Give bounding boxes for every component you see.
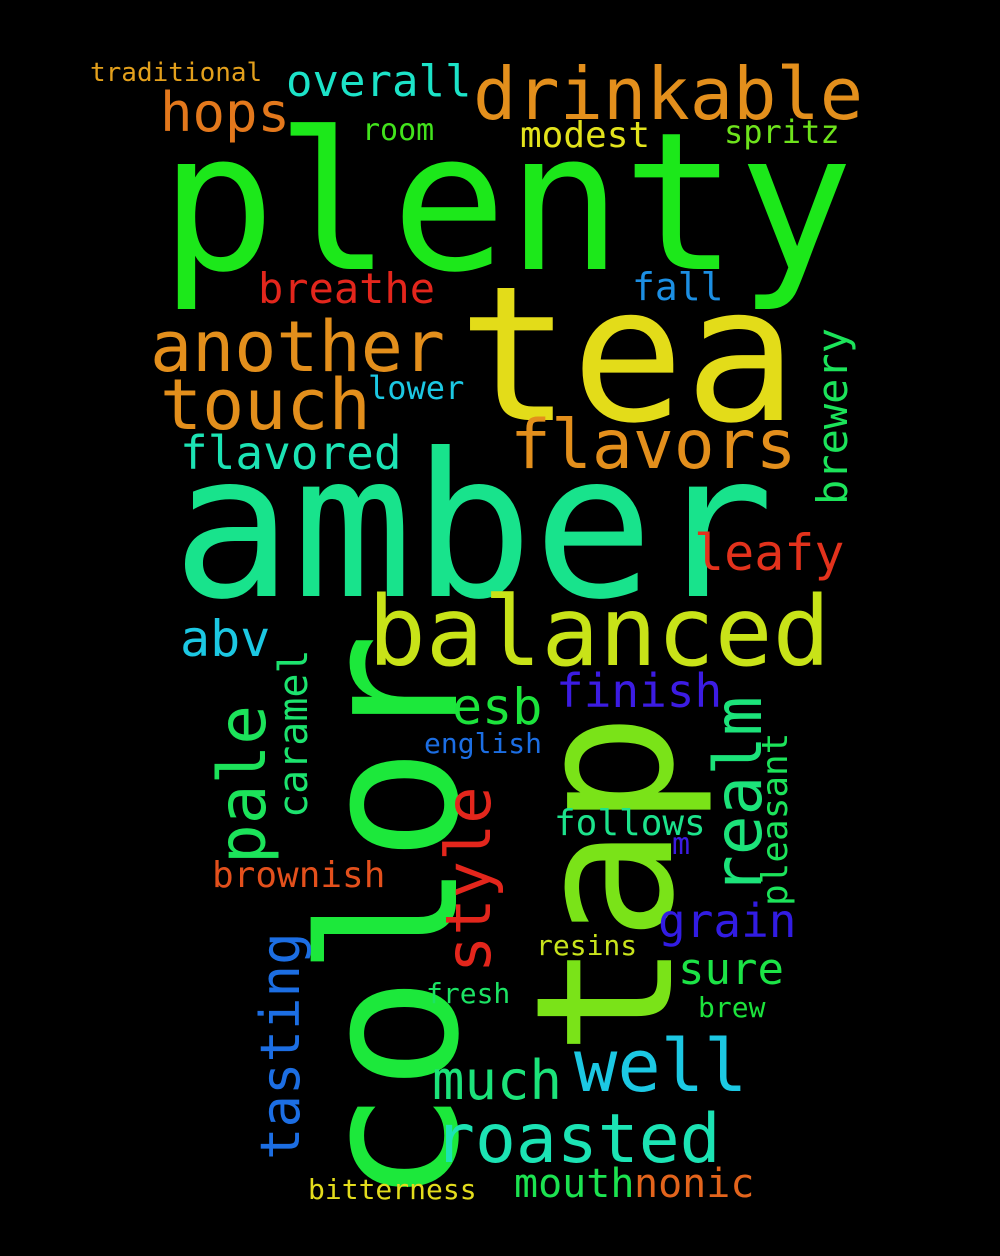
word: balanced (368, 576, 831, 688)
word: fall (632, 265, 724, 309)
word: hops (160, 81, 291, 144)
word: roasted (434, 1100, 721, 1179)
word: amber (172, 411, 775, 644)
word: follows (554, 803, 706, 844)
word: much (432, 1049, 563, 1112)
word: tap (495, 712, 716, 1056)
word: fresh (426, 977, 511, 1010)
word: modest (520, 115, 651, 156)
word: brew (698, 991, 766, 1024)
word: leafy (694, 524, 845, 582)
word: bitterness (308, 1173, 477, 1206)
word: spritz (724, 113, 840, 151)
word: another (150, 306, 446, 388)
word: room (362, 113, 435, 148)
word: plenty (160, 92, 854, 315)
word: grain (658, 894, 797, 948)
word: mouth (514, 1161, 635, 1207)
word: pale (204, 705, 281, 864)
word: finish (556, 664, 723, 718)
word: well (574, 1024, 748, 1108)
word: esb (452, 678, 543, 736)
word: touch (160, 364, 371, 446)
word: nonic (634, 1161, 755, 1207)
word: m (672, 827, 691, 862)
word: english (424, 727, 543, 760)
word: tasting (249, 932, 312, 1160)
word: caramel (271, 649, 317, 818)
word: flavors (510, 406, 797, 485)
word: lower (368, 369, 465, 407)
word: tea (458, 246, 798, 465)
word: resins (536, 929, 638, 962)
word: abv (180, 610, 271, 668)
word: flavored (180, 426, 402, 480)
word: brewery (808, 327, 857, 505)
word: brownish (212, 855, 386, 896)
word: style (432, 786, 505, 973)
word: traditional (90, 58, 263, 88)
word: overall (286, 56, 472, 107)
word: breathe (258, 264, 436, 313)
word: pleasant (755, 732, 796, 906)
word: drinkable (473, 52, 864, 136)
word: sure (678, 944, 784, 995)
